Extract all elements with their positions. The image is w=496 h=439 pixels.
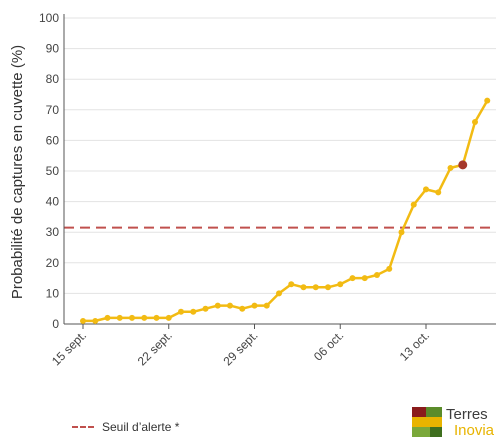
y-tick-label-40: 40 (46, 195, 60, 209)
data-point-3 (116, 314, 123, 321)
y-tick-label-100: 100 (39, 11, 59, 25)
logo-mark-icon (412, 407, 442, 437)
data-point-17 (288, 281, 295, 288)
grid-lines (64, 17, 496, 294)
data-point-27 (410, 201, 417, 208)
data-point-26 (398, 229, 405, 236)
y-tick-label-10: 10 (46, 286, 60, 300)
data-point-8 (178, 308, 184, 315)
axes (63, 14, 496, 329)
data-point-21 (337, 281, 344, 288)
y-tick-label-60: 60 (46, 133, 60, 147)
data-point-23 (361, 275, 368, 282)
data-point-2 (104, 314, 111, 321)
data-point-0 (80, 317, 86, 324)
data-point-6 (153, 314, 160, 321)
data-point-4 (129, 314, 135, 321)
data-point-32 (472, 119, 478, 126)
data-point-7 (165, 314, 172, 321)
y-tick-label-90: 90 (46, 42, 60, 56)
data-point-22 (349, 275, 356, 282)
x-tick-label-1: 22 sept. (135, 328, 175, 368)
data-point-20 (325, 284, 331, 291)
data-point-18 (300, 284, 307, 291)
y-tick-label-30: 30 (46, 225, 60, 239)
data-point-28 (423, 186, 429, 193)
legend: Seuil d’alerte * (72, 419, 179, 435)
legend-swatch-threshold (72, 426, 94, 428)
logo-text-line1: Terres (446, 406, 488, 423)
data-point-25 (386, 265, 393, 272)
data-point-30 (447, 164, 454, 171)
data-point-10 (202, 305, 209, 312)
data-point-16 (276, 290, 282, 297)
x-tick-labels: 15 sept. 22 sept. 29 sept. 06 oct. 13 oct. (49, 328, 432, 368)
data-point-14 (251, 302, 258, 309)
y-axis-label: Probabilité de captures en cuvette (%) (9, 45, 26, 299)
series-line-0 (83, 99, 489, 323)
highlighted-point (458, 160, 468, 170)
y-tick-labels: 0 10 20 30 40 50 60 70 80 90 100 (39, 11, 59, 331)
y-tick-label-50: 50 (46, 164, 60, 178)
data-point-12 (227, 302, 233, 309)
x-tick-label-4: 13 oct. (397, 328, 432, 363)
terres-inovia-logo: Terres Inovia (412, 405, 496, 439)
data-point-24 (374, 272, 380, 279)
x-tick-label-3: 06 oct. (311, 328, 346, 363)
data-point-19 (312, 284, 319, 291)
y-tick-label-70: 70 (46, 103, 60, 117)
y-tick-label-80: 80 (46, 72, 60, 86)
y-tick-label-20: 20 (46, 256, 60, 270)
line-chart: 0 10 20 30 40 50 60 70 80 90 100 15 sept. 22 sept. 2… (9, 11, 496, 368)
data-point-29 (435, 189, 442, 196)
data-point-33 (484, 97, 491, 104)
data-point-13 (239, 305, 246, 312)
legend-label-threshold: Seuil d’alerte * (102, 420, 180, 434)
y-tick-label-0: 0 (52, 317, 59, 331)
x-tick-label-2: 29 sept. (221, 328, 261, 368)
data-point-5 (141, 314, 148, 321)
data-point-11 (214, 302, 221, 309)
x-tick-label-0: 15 sept. (49, 328, 89, 368)
data-point-1 (92, 317, 99, 324)
series-layer (80, 97, 491, 324)
data-point-15 (263, 302, 270, 309)
data-point-9 (190, 308, 197, 315)
logo-text-line2: Inovia (454, 422, 495, 439)
